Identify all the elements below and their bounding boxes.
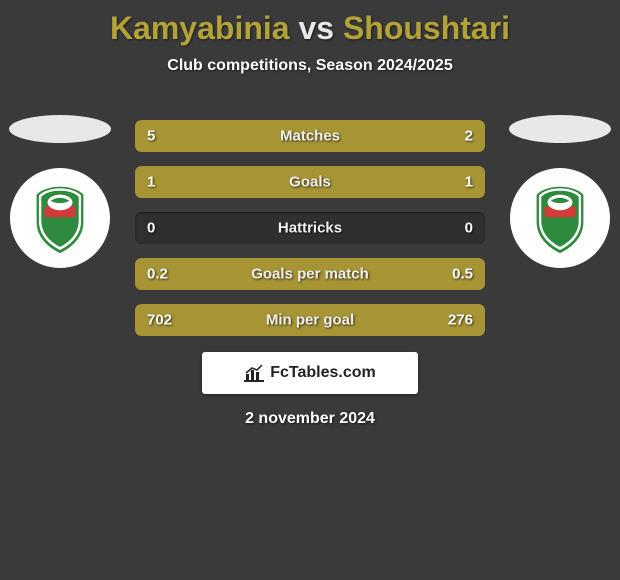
stat-label: Matches: [280, 128, 340, 145]
team-logo-icon: [21, 179, 99, 257]
stat-row: 1 1 Goals: [135, 166, 485, 198]
stat-fill-left: [135, 120, 385, 152]
stat-value-left: 1: [147, 174, 155, 191]
player2-team-badge: [510, 168, 610, 268]
stat-value-left: 0: [147, 220, 155, 237]
page-title: Kamyabinia vs Shoushtari: [0, 0, 620, 47]
player1-column: [5, 115, 115, 268]
stat-label: Hattricks: [278, 220, 342, 237]
stat-row: 0.2 0.5 Goals per match: [135, 258, 485, 290]
vs-text: vs: [298, 10, 334, 46]
stat-value-left: 5: [147, 128, 155, 145]
stat-value-right: 0.5: [452, 266, 473, 283]
chart-icon: [244, 364, 264, 382]
branding-box: FcTables.com: [202, 352, 418, 394]
stat-value-left: 702: [147, 312, 172, 329]
player1-name: Kamyabinia: [110, 10, 290, 46]
player2-avatar-ellipse: [509, 115, 611, 143]
stat-label: Goals: [289, 174, 331, 191]
stat-value-right: 1: [465, 174, 473, 191]
branding-text: FcTables.com: [270, 364, 376, 382]
stat-value-left: 0.2: [147, 266, 168, 283]
stat-row: 702 276 Min per goal: [135, 304, 485, 336]
stat-row: 0 0 Hattricks: [135, 212, 485, 244]
player2-column: [505, 115, 615, 268]
team-logo-icon: [521, 179, 599, 257]
date-label: 2 november 2024: [245, 410, 375, 428]
stat-row: 5 2 Matches: [135, 120, 485, 152]
player2-name: Shoushtari: [343, 10, 510, 46]
stat-value-right: 0: [465, 220, 473, 237]
stat-value-right: 276: [448, 312, 473, 329]
stat-fill-right: [310, 166, 485, 198]
stat-value-right: 2: [465, 128, 473, 145]
subtitle: Club competitions, Season 2024/2025: [0, 57, 620, 75]
stat-label: Min per goal: [266, 312, 354, 329]
stat-label: Goals per match: [251, 266, 369, 283]
player1-avatar-ellipse: [9, 115, 111, 143]
stats-container: 5 2 Matches 1 1 Goals 0 0 Hattricks 0.2 0.5 Goals p…: [135, 120, 485, 336]
stat-fill-left: [135, 166, 310, 198]
player1-team-badge: [10, 168, 110, 268]
